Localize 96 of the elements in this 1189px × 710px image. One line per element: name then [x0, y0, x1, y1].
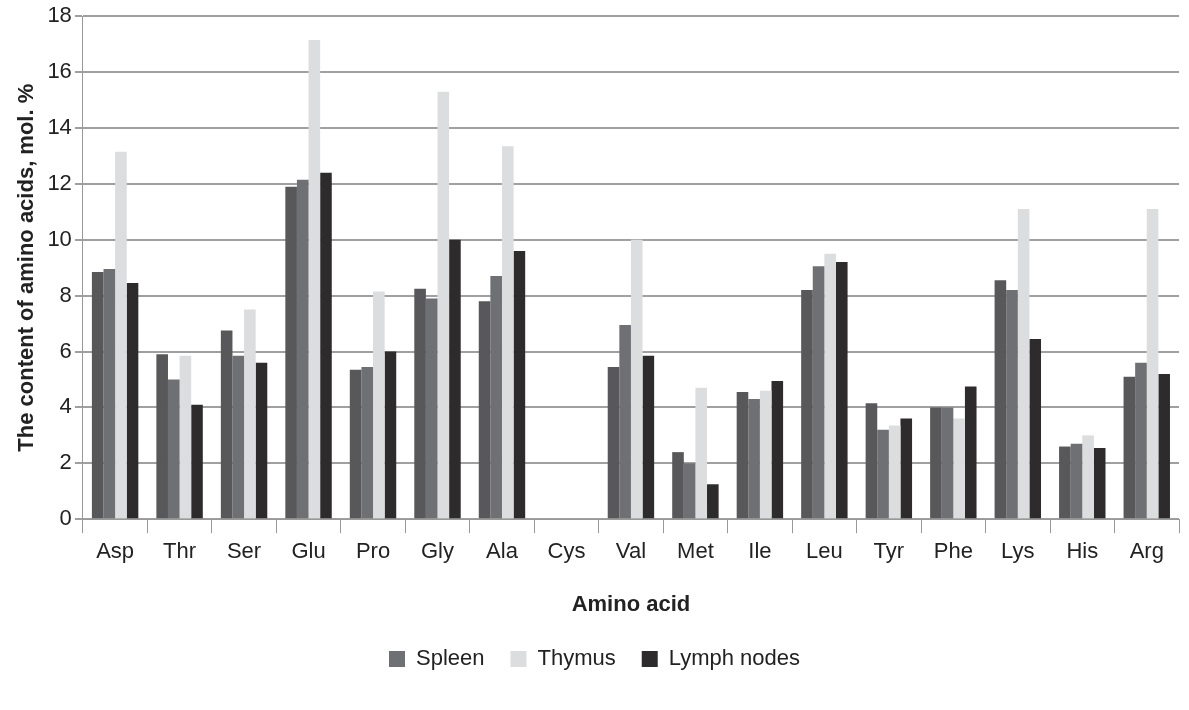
bar	[449, 239, 461, 519]
bar	[888, 425, 901, 519]
y-tick-label: 2	[59, 449, 72, 475]
bar	[244, 309, 256, 519]
x-tick-label: Gly	[421, 538, 454, 564]
bar	[1093, 447, 1106, 519]
x-tick-label: Leu	[806, 538, 843, 564]
bar	[425, 298, 438, 519]
bar	[349, 369, 362, 519]
x-tick-label: Cys	[547, 538, 586, 564]
y-tick-label: 16	[47, 58, 72, 84]
bar	[964, 386, 977, 519]
bar	[930, 407, 942, 519]
y-tick-label: 6	[59, 337, 72, 363]
bar	[1146, 209, 1159, 519]
bar	[707, 484, 719, 519]
bar	[1082, 435, 1094, 519]
bar	[513, 250, 526, 519]
bar	[437, 91, 450, 519]
bar	[994, 280, 1007, 519]
bar	[156, 354, 168, 519]
bar	[478, 301, 491, 519]
x-tick-label: Ser	[226, 538, 262, 564]
bar	[1123, 376, 1136, 519]
bar	[877, 429, 889, 519]
y-tick-label: 18	[47, 2, 72, 28]
x-tick-label: Pro	[355, 538, 391, 564]
y-tick-label: 8	[59, 281, 72, 307]
legend-label: Thymus	[537, 645, 616, 671]
bar	[619, 324, 631, 519]
bar	[91, 271, 104, 519]
bar	[490, 276, 502, 519]
bar	[801, 290, 813, 519]
x-tick-label: Phe	[933, 538, 973, 564]
bar	[1017, 209, 1030, 519]
bar	[812, 266, 825, 519]
bar	[285, 186, 297, 519]
bar	[191, 404, 203, 519]
x-tick-label: Arg	[1129, 538, 1164, 564]
bar	[748, 399, 760, 519]
y-tick-label: 0	[59, 505, 72, 531]
bar	[126, 283, 139, 519]
bar	[373, 291, 385, 519]
bar	[642, 355, 655, 519]
bar	[1006, 290, 1018, 519]
bar	[384, 351, 397, 519]
bar	[167, 379, 180, 519]
bar	[1070, 443, 1083, 519]
x-tick-label: Tyr	[873, 538, 905, 564]
x-tick-label: Ile	[748, 538, 772, 564]
y-tick-label: 12	[47, 169, 72, 195]
bar	[771, 380, 784, 519]
bar	[824, 253, 836, 519]
bar	[115, 151, 127, 519]
bar	[501, 146, 514, 519]
x-tick-label: Glu	[291, 538, 326, 564]
bar	[607, 366, 620, 519]
bar	[683, 463, 696, 519]
bar	[953, 418, 965, 519]
bar	[414, 288, 426, 519]
y-tick-label: 4	[59, 393, 72, 419]
y-tick-label: 10	[47, 225, 72, 251]
bar	[630, 239, 643, 519]
bar	[736, 392, 749, 519]
bar	[1158, 373, 1170, 519]
bar	[1059, 446, 1071, 519]
bar	[695, 387, 708, 519]
x-tick-label: Val	[615, 538, 647, 564]
x-tick-label: Asp	[96, 538, 135, 564]
legend-label: Lymph nodes	[668, 645, 801, 671]
bar	[672, 452, 684, 519]
legend-label: Spleen	[416, 645, 485, 671]
x-tick-label: Ala	[486, 538, 519, 564]
bar	[103, 269, 116, 519]
x-tick-label: His	[1066, 538, 1099, 564]
bar	[296, 179, 309, 519]
bar	[1135, 362, 1147, 519]
bar	[320, 172, 332, 519]
bar	[308, 39, 321, 519]
x-tick-label: Met	[677, 538, 714, 564]
bar	[759, 390, 772, 519]
bar	[361, 366, 374, 519]
y-tick-label: 14	[47, 114, 72, 140]
bar	[941, 407, 954, 519]
x-tick-label: Thr	[163, 538, 197, 564]
bar	[1029, 338, 1042, 519]
bar	[179, 355, 192, 519]
bar	[835, 262, 848, 519]
y-axis-title: The content of amino acids, mol. %	[13, 83, 39, 452]
bar	[232, 355, 245, 519]
bar	[255, 362, 268, 519]
bar	[865, 403, 878, 519]
x-axis-title: Amino acid	[571, 590, 691, 616]
x-tick-label: Lys	[1001, 538, 1035, 564]
bar	[220, 330, 233, 519]
bar	[900, 418, 913, 519]
